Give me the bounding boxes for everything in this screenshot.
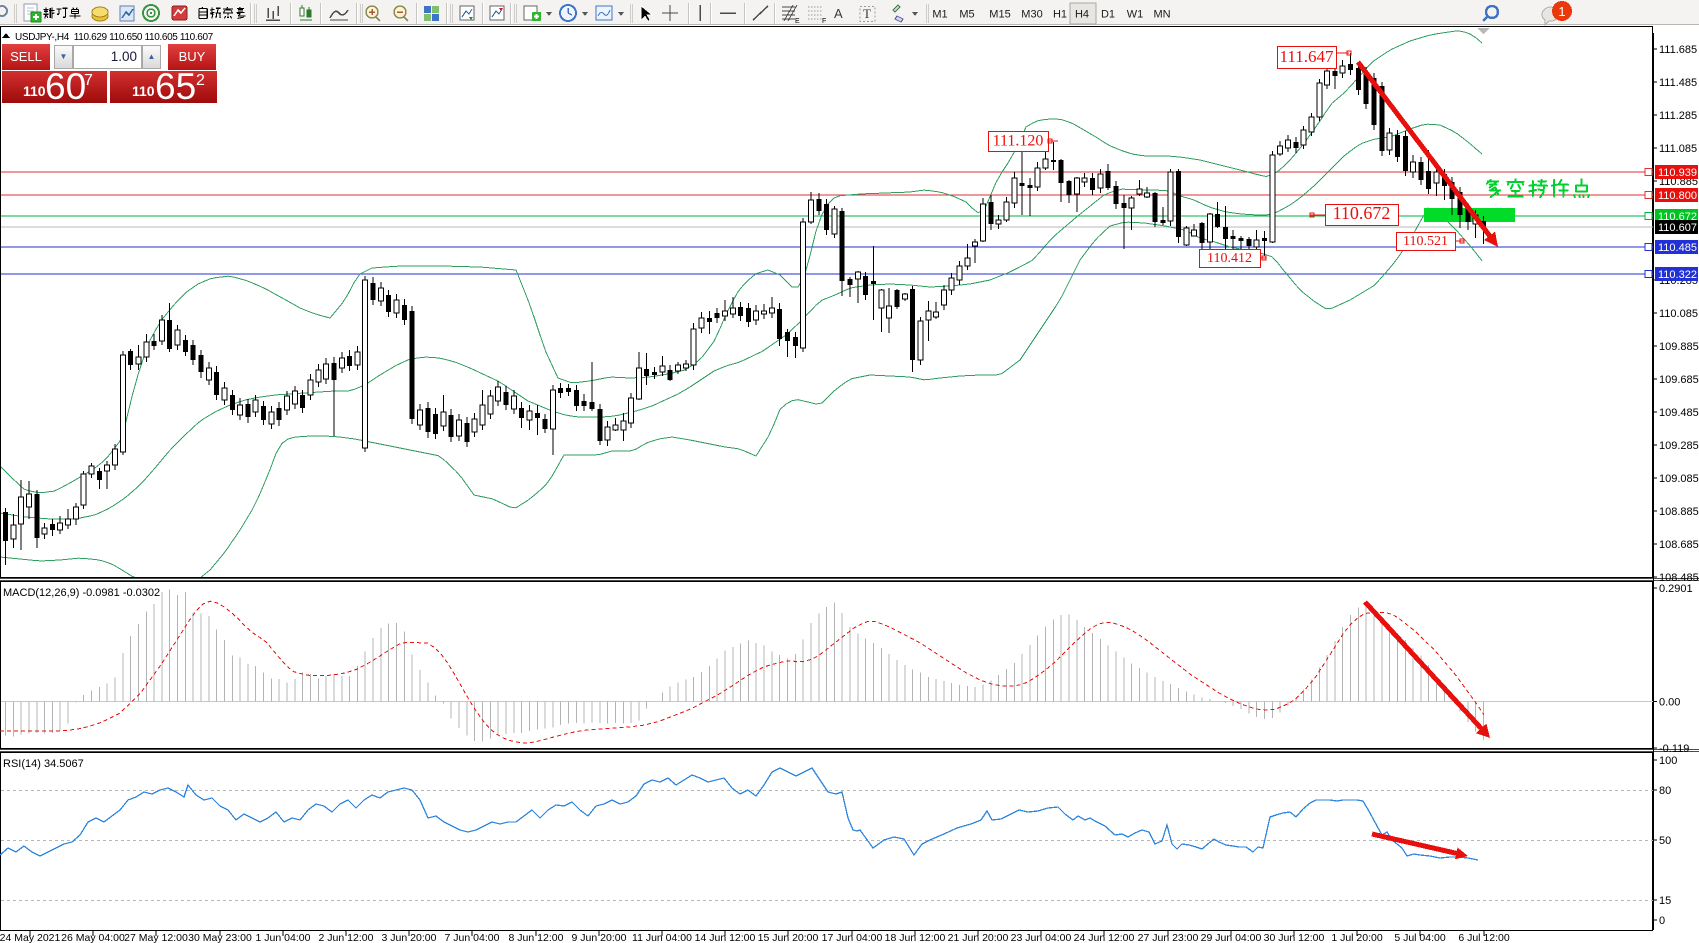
svg-text:17 Jun 04:00: 17 Jun 04:00 <box>822 932 883 943</box>
svg-text:1 Jun 04:00: 1 Jun 04:00 <box>256 932 311 943</box>
svg-text:E: E <box>795 18 800 25</box>
svg-text:M5: M5 <box>959 9 974 21</box>
svg-text:27 May 12:00: 27 May 12:00 <box>124 932 188 943</box>
svg-text:21 Jun 20:00: 21 Jun 20:00 <box>948 932 1009 943</box>
svg-text:-0.119: -0.119 <box>1659 743 1689 755</box>
svg-text:MN: MN <box>1153 9 1170 21</box>
svg-text:110.672: 110.672 <box>1333 203 1391 223</box>
svg-text:T: T <box>863 6 871 21</box>
svg-text:111.685: 111.685 <box>1659 44 1697 56</box>
svg-text:30 Jun 12:00: 30 Jun 12:00 <box>1264 932 1325 943</box>
svg-text:111.120: 111.120 <box>993 132 1044 149</box>
svg-text:7 Jun 04:00: 7 Jun 04:00 <box>445 932 500 943</box>
svg-text:110.939: 110.939 <box>1658 167 1697 179</box>
svg-text:M30: M30 <box>1021 9 1042 21</box>
svg-text:24 May 2021: 24 May 2021 <box>0 932 61 943</box>
svg-text:109.485: 109.485 <box>1659 407 1699 419</box>
svg-text:100: 100 <box>1659 755 1677 767</box>
svg-text:H1: H1 <box>1053 9 1067 21</box>
svg-text:109.885: 109.885 <box>1659 341 1699 353</box>
svg-text:M1: M1 <box>932 9 947 21</box>
svg-text:M15: M15 <box>989 9 1010 21</box>
svg-text:A: A <box>834 6 843 21</box>
svg-text:15 Jun 20:00: 15 Jun 20:00 <box>758 932 819 943</box>
svg-text:15: 15 <box>1659 895 1671 907</box>
svg-text:109.285: 109.285 <box>1659 440 1699 452</box>
svg-text:110.607: 110.607 <box>1658 222 1697 234</box>
svg-text:30 May 23:00: 30 May 23:00 <box>188 932 252 943</box>
svg-text:109.085: 109.085 <box>1659 473 1699 485</box>
svg-text:108.685: 108.685 <box>1659 539 1699 551</box>
svg-text:0: 0 <box>1659 915 1665 927</box>
svg-text:110.485: 110.485 <box>1658 242 1697 254</box>
svg-text:2 Jun 12:00: 2 Jun 12:00 <box>319 932 374 943</box>
svg-text:111.085: 111.085 <box>1659 143 1697 155</box>
svg-text:11 Jun 04:00: 11 Jun 04:00 <box>632 932 692 943</box>
svg-text:111.285: 111.285 <box>1659 110 1697 122</box>
svg-text:110.412: 110.412 <box>1207 251 1252 266</box>
svg-text:110.800: 110.800 <box>1658 190 1697 202</box>
svg-text:5 Jul 04:00: 5 Jul 04:00 <box>1394 932 1446 943</box>
svg-text:111.485: 111.485 <box>1659 77 1697 89</box>
svg-text:109.685: 109.685 <box>1659 374 1699 386</box>
svg-text:W1: W1 <box>1127 9 1144 21</box>
svg-text:USDJPY-,H4 110.629 110.650 11: USDJPY-,H4 110.629 110.650 110.605 110.6… <box>15 32 214 43</box>
svg-text:MACD(12,26,9) -0.0981 -0.0302: MACD(12,26,9) -0.0981 -0.0302 <box>3 587 160 599</box>
svg-text:F: F <box>822 18 826 25</box>
svg-text:111.647: 111.647 <box>1280 47 1334 66</box>
svg-text:9 Jun 20:00: 9 Jun 20:00 <box>572 932 627 943</box>
svg-text:D1: D1 <box>1101 9 1115 21</box>
svg-text:1 Jul 20:00: 1 Jul 20:00 <box>1331 932 1383 943</box>
svg-text:110.085: 110.085 <box>1659 308 1698 320</box>
svg-text:110.322: 110.322 <box>1658 269 1697 281</box>
svg-text:108.885: 108.885 <box>1659 506 1699 518</box>
svg-text:3 Jun 20:00: 3 Jun 20:00 <box>382 932 437 943</box>
svg-text:1: 1 <box>1558 4 1565 19</box>
svg-text:24 Jun 12:00: 24 Jun 12:00 <box>1074 932 1135 943</box>
svg-text:RSI(14) 34.5067: RSI(14) 34.5067 <box>3 758 84 770</box>
svg-text:0.2901: 0.2901 <box>1659 583 1693 595</box>
svg-text:50: 50 <box>1659 835 1671 847</box>
svg-text:80: 80 <box>1659 785 1671 797</box>
svg-text:110.521: 110.521 <box>1403 234 1448 249</box>
svg-text:27 Jun 23:00: 27 Jun 23:00 <box>1138 932 1199 943</box>
svg-text:14 Jun 12:00: 14 Jun 12:00 <box>695 932 756 943</box>
svg-text:18 Jun 12:00: 18 Jun 12:00 <box>885 932 946 943</box>
svg-text:23 Jun 04:00: 23 Jun 04:00 <box>1011 932 1072 943</box>
svg-text:26 May 04:00: 26 May 04:00 <box>61 932 125 943</box>
svg-text:108.485: 108.485 <box>1659 572 1699 584</box>
svg-text:0.00: 0.00 <box>1659 697 1680 709</box>
svg-text:6 Jul 12:00: 6 Jul 12:00 <box>1458 932 1510 943</box>
svg-text:29 Jun 04:00: 29 Jun 04:00 <box>1201 932 1262 943</box>
svg-text:8 Jun 12:00: 8 Jun 12:00 <box>509 932 564 943</box>
svg-text:H4: H4 <box>1075 9 1089 21</box>
